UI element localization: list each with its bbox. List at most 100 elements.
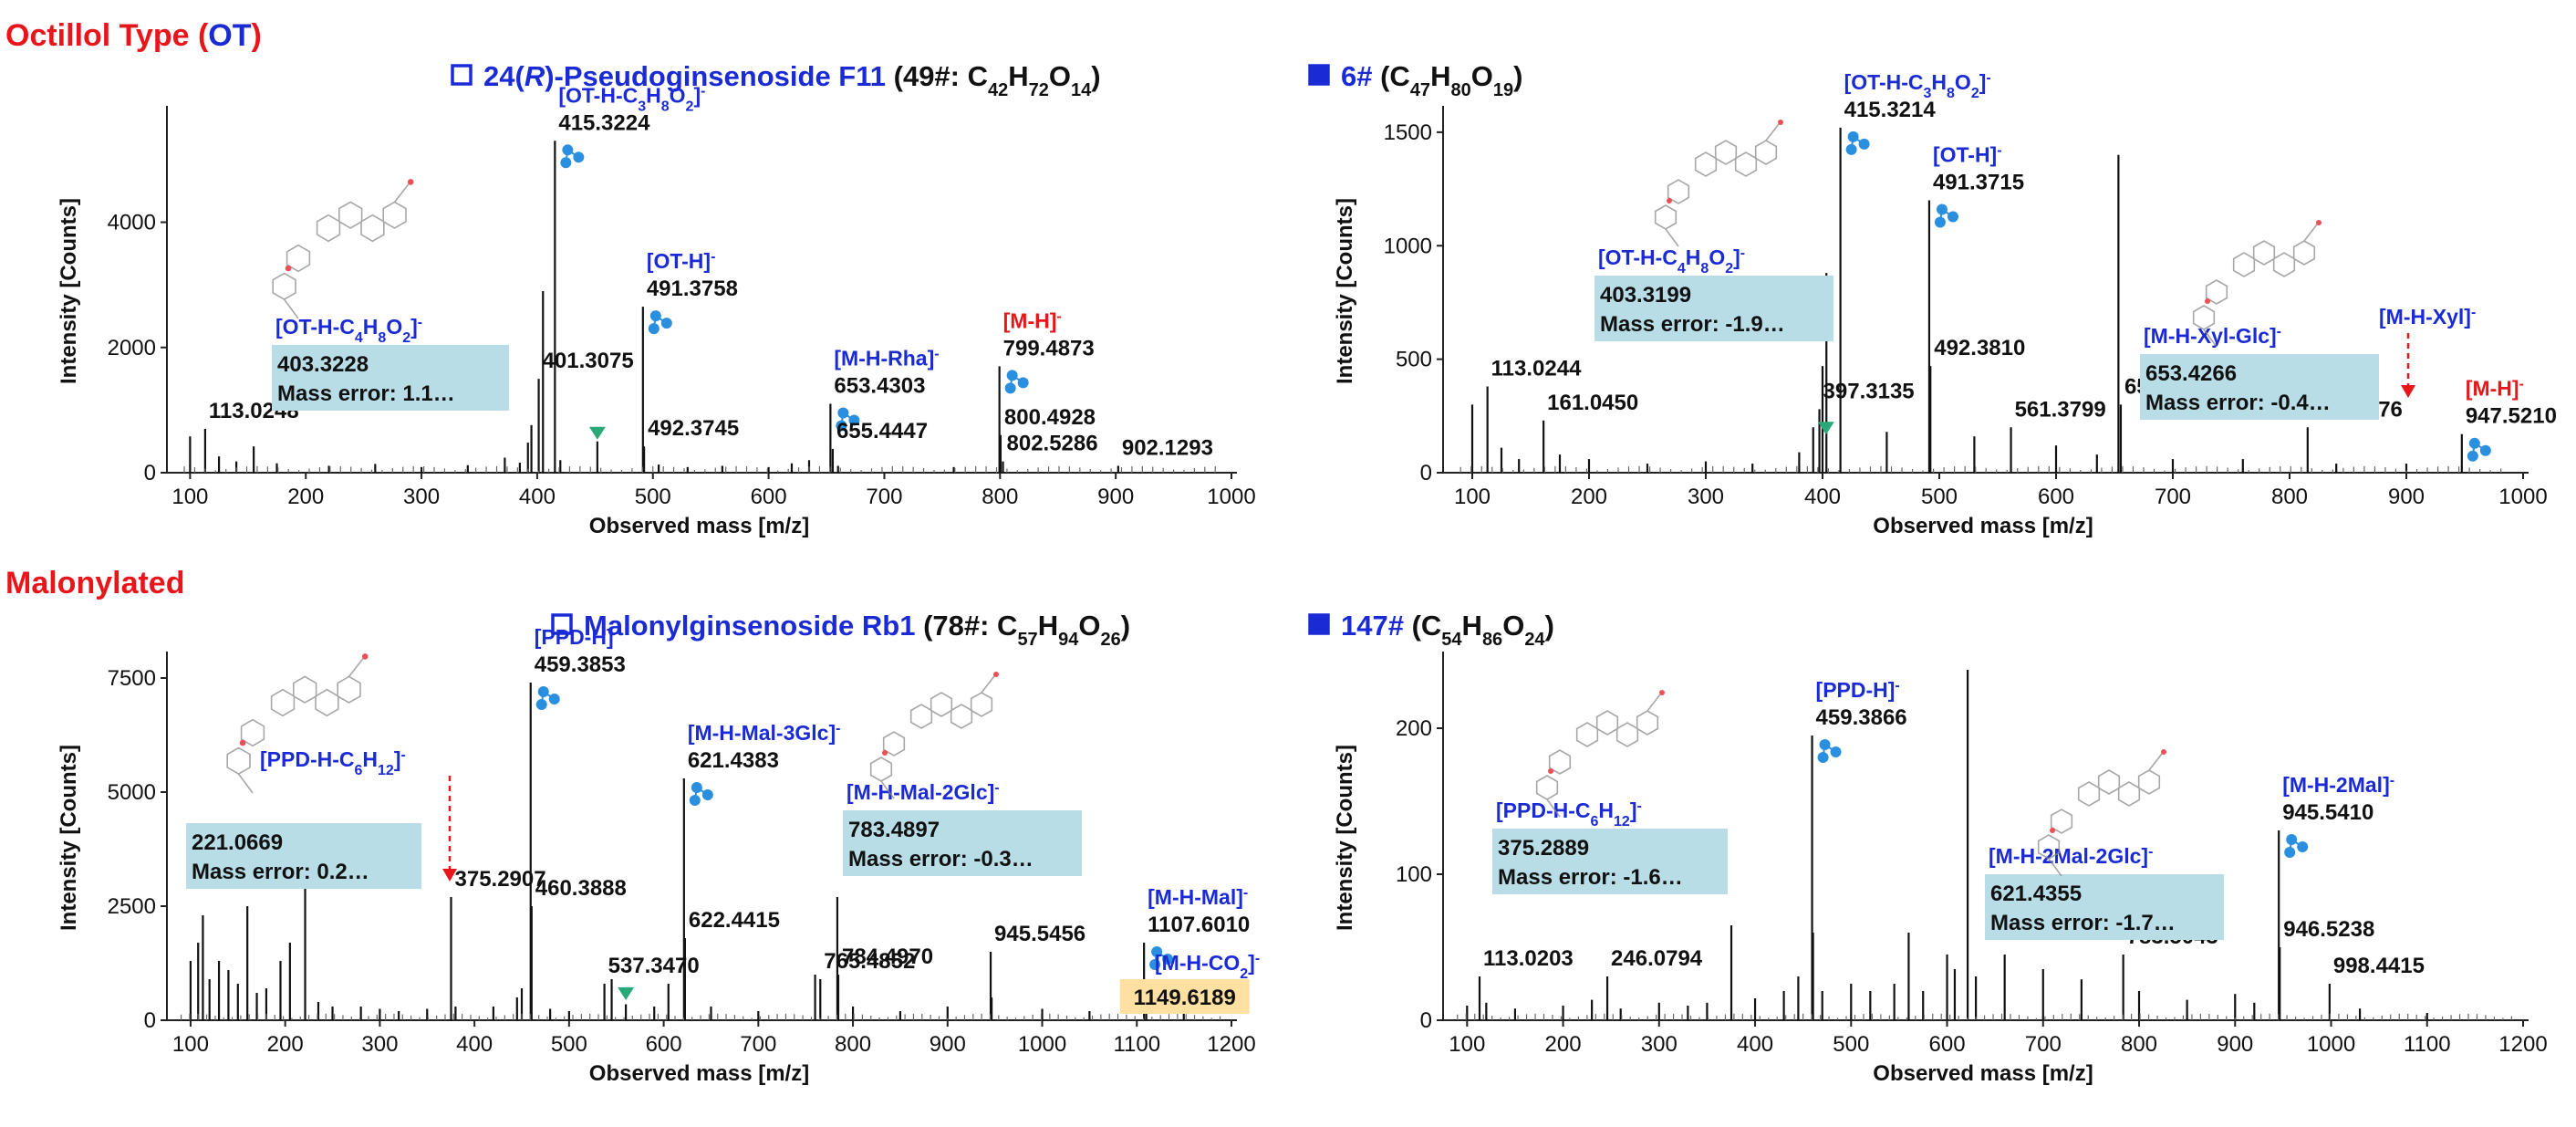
x-tick-label: 1100	[2404, 1032, 2451, 1057]
box-mass-value: 653.4266	[2145, 361, 2237, 386]
molecule-icon	[1845, 130, 1870, 155]
green-marker-icon	[1817, 422, 1834, 435]
peak-label: 1107.6010	[1148, 913, 1250, 937]
arrow-head-icon	[442, 869, 457, 882]
filled-square-icon	[1308, 613, 1330, 635]
x-tick-label: 300	[1641, 1032, 1678, 1057]
y-tick-label: 0	[144, 1008, 156, 1033]
box-mass-value: 403.3228	[277, 352, 369, 377]
mass-error-box	[1985, 874, 2224, 940]
y-tick-label: 1500	[1384, 120, 1432, 145]
panel-title-text: 147# (C54H86O24)	[1341, 610, 1554, 650]
box-mass-error: Mass error: 0.2…	[192, 860, 369, 884]
y-tick-label: 100	[1396, 862, 1432, 887]
section-malonylated: Malonylated	[5, 566, 184, 600]
ion-label-extra: [M-H-CO2]-	[1155, 951, 1260, 982]
y-tick-label: 0	[144, 461, 156, 485]
peak-label: 784.4970	[842, 944, 933, 969]
molecule-icon	[836, 407, 860, 432]
box-mass-error: Mass error: -1.7…	[1990, 911, 2176, 935]
box-mass-value: 783.4897	[848, 818, 940, 842]
ion-label: [OT-H-C3H8O2]-	[1844, 69, 1991, 100]
peak-label: 113.0203	[1483, 946, 1574, 971]
y-tick-label: 2000	[108, 336, 156, 360]
x-tick-label: 900	[930, 1032, 966, 1057]
box-mass-error: Mass error: -1.6…	[1498, 865, 1683, 890]
x-tick-label: 600	[2038, 485, 2074, 509]
x-tick-label: 800	[982, 485, 1018, 509]
panel-title-text: 6# (C47H80O19)	[1341, 60, 1522, 100]
x-tick-label: 900	[1097, 485, 1134, 509]
box-ion-label: [OT-H-C4H8O2]-	[1598, 245, 1745, 277]
y-tick-label: 2500	[108, 894, 156, 919]
peak-label: 401.3075	[543, 349, 634, 373]
x-axis-label: Observed mass [m/z]	[589, 514, 809, 538]
y-axis-label: Intensity [Counts]	[1333, 198, 1357, 384]
green-marker-icon	[618, 987, 635, 1000]
x-tick-label: 200	[287, 485, 324, 509]
x-tick-label: 100	[172, 1032, 209, 1057]
peak-label: 397.3135	[1823, 379, 1915, 403]
x-tick-label: 300	[403, 485, 440, 509]
x-tick-label: 700	[866, 485, 902, 509]
molecule-icon	[1817, 739, 1842, 763]
box-mass-error: Mass error: -0.4…	[2145, 391, 2331, 415]
y-tick-label: 0	[1420, 461, 1432, 485]
molecule-structure	[272, 179, 414, 319]
spectrum-panel-bottom-right: 147# (C54H86O24) 100 200 300 400 500 600 700 800…	[1308, 610, 2548, 1086]
molecule-structure	[226, 653, 369, 794]
ion-label: [M-H-Mal-3Glc]-	[688, 721, 841, 746]
ion-label: [M-H-Mal]-	[1148, 885, 1248, 910]
box-mass-value: 375.2889	[1498, 836, 1589, 861]
x-tick-label: 1000	[1207, 485, 1255, 509]
molecule-icon	[648, 310, 672, 335]
mass-error-box	[186, 823, 421, 889]
peak-label: 415.3224	[558, 110, 650, 135]
arrow-head-icon	[2401, 385, 2415, 398]
x-tick-label: 1200	[1207, 1032, 1255, 1057]
panel-title: 24(R)-Pseudoginsenoside F11 (49#: C42H72…	[451, 60, 1101, 100]
x-tick-label: 800	[835, 1032, 871, 1057]
x-tick-label: 600	[751, 485, 787, 509]
highlight-label: 1149.6189	[1134, 986, 1236, 1010]
x-tick-label: 800	[2271, 485, 2308, 509]
peak-label: 491.3758	[647, 277, 738, 301]
x-tick-label: 400	[519, 485, 556, 509]
box-ion-label: [M-H-Mal-2Glc]-	[847, 780, 1000, 805]
x-tick-label: 400	[1804, 485, 1841, 509]
molecule-structure	[2192, 220, 2322, 348]
x-tick-label: 200	[1571, 485, 1607, 509]
molecule-icon	[535, 686, 560, 710]
x-tick-label: 200	[1545, 1032, 1582, 1057]
ion-label: [M-H]-	[2466, 376, 2524, 401]
box-mass-value: 403.3199	[1600, 283, 1691, 308]
x-tick-label: 500	[551, 1032, 587, 1057]
y-tick-label: 7500	[108, 666, 156, 691]
y-tick-label: 5000	[108, 780, 156, 805]
x-tick-label: 1000	[2307, 1032, 2355, 1057]
y-axis-label: Intensity [Counts]	[57, 198, 81, 384]
peak-label: 459.3866	[1816, 705, 1907, 730]
panel-title-text: Malonylginsenoside Rb1 (78#: C57H94O26)	[584, 610, 1130, 650]
molecule-icon	[1004, 370, 1029, 394]
highlight-box	[1119, 979, 1250, 1014]
ion-label: [OT-H-C3H8O2]-	[558, 83, 705, 114]
mass-error-box	[1594, 276, 1833, 341]
box-ion-label: [OT-H-C4H8O2]-	[275, 315, 422, 346]
peak-label: 765.4852	[824, 949, 915, 974]
peak-label: 947.5210	[2466, 404, 2557, 429]
peak-label: 537.3470	[608, 954, 700, 978]
mass-error-box	[2140, 354, 2379, 420]
peak-label: 459.3853	[535, 652, 626, 677]
x-tick-label: 500	[635, 485, 671, 509]
mass-error-box	[1492, 829, 1728, 894]
box-ion-label: [M-H-2Mal-2Glc]-	[1989, 844, 2153, 869]
open-square-icon	[451, 64, 473, 86]
peak-label: 561.3799	[2015, 397, 2106, 422]
x-tick-label: 900	[2388, 485, 2425, 509]
y-tick-label: 4000	[108, 211, 156, 235]
molecule-structure	[2037, 749, 2166, 877]
mass-error-box	[843, 810, 1082, 876]
box-mass-value: 221.0669	[192, 830, 283, 855]
